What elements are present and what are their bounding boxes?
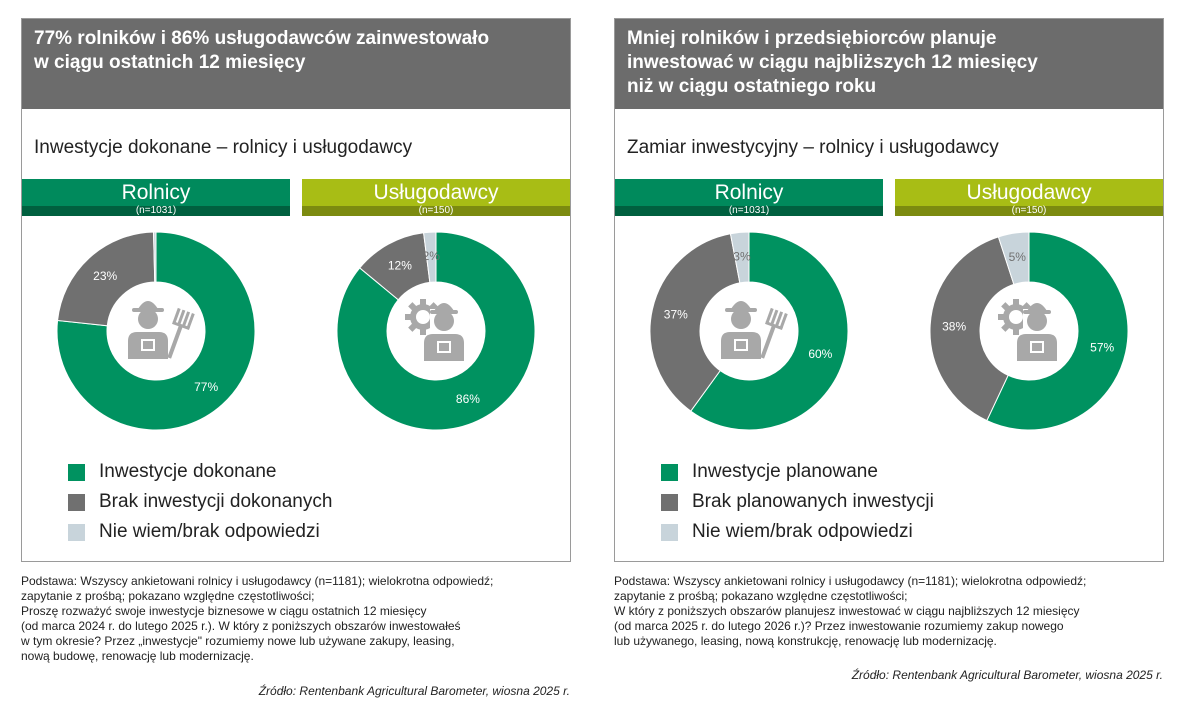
data-label-1: 23%	[93, 269, 117, 283]
legend-swatch-light	[661, 523, 678, 541]
header-line: Mniej rolników i przedsiębiorców planuje	[627, 28, 997, 49]
donut-slice-1	[929, 236, 1015, 422]
panel-header: Mniej rolników i przedsiębiorców planuje…	[615, 19, 1163, 109]
footnote-line: zapytanie z prośbą; pokazano względne cz…	[21, 589, 315, 603]
footnote-line: (od marca 2025 r. do lutego 2026 r.)? Pr…	[614, 619, 1064, 633]
group-label-farmers: Rolnicy (n=1031)	[615, 179, 883, 216]
footnote-line: nową budowę, renowację lub modernizację.	[21, 649, 254, 663]
group-sample-size: (n=150)	[895, 206, 1163, 216]
donut-chart-farmers-planned: 60% 37% 3%	[649, 231, 849, 431]
legend-item: Inwestycje dokonane	[68, 457, 332, 487]
group-label-service-providers: Usługodawcy (n=150)	[302, 179, 570, 216]
farmer-with-pitchfork-icon	[128, 301, 195, 359]
group-title: Rolnicy	[615, 179, 883, 206]
donut-chart-providers-planned: 57% 38% 5%	[929, 231, 1129, 431]
legend-swatch-light	[68, 523, 85, 541]
group-sample-size: (n=150)	[302, 206, 570, 216]
data-label-0: 60%	[808, 347, 832, 361]
legend-item: Brak inwestycji dokonanych	[68, 487, 332, 517]
footnote-line: w tym okresie? Przez „inwestycje" rozumi…	[21, 634, 455, 648]
panel-investments-made: 77% rolników i 86% usługodawców zainwest…	[21, 18, 571, 562]
data-label-2: 2%	[423, 249, 441, 263]
group-sample-size: (n=1031)	[615, 206, 883, 216]
header-line: w ciągu ostatnich 12 miesięcy	[34, 52, 306, 73]
donut-chart-providers-made: 86% 12% 2%	[336, 231, 536, 431]
donut-slice-2	[153, 231, 157, 283]
legend-label: Inwestycje dokonane	[99, 461, 277, 482]
legend-label: Brak inwestycji dokonanych	[99, 491, 333, 512]
data-label-2: 3%	[733, 249, 751, 263]
donut-slice-2	[729, 231, 750, 284]
legend-item: Nie wiem/brak odpowiedzi	[661, 517, 934, 547]
worker-with-gear-icon	[405, 299, 464, 361]
group-sample-size: (n=1031)	[22, 206, 290, 216]
data-label-1: 38%	[942, 319, 966, 333]
donut-slice-0	[336, 231, 536, 431]
legend-label: Inwestycje planowane	[692, 461, 878, 482]
group-label-farmers: Rolnicy (n=1031)	[22, 179, 290, 216]
header-line: 77% rolników i 86% usługodawców zainwest…	[34, 28, 490, 49]
legend-item: Nie wiem/brak odpowiedzi	[68, 517, 332, 547]
group-label-service-providers: Usługodawcy (n=150)	[895, 179, 1163, 216]
data-label-0: 86%	[456, 392, 480, 406]
legend-label: Nie wiem/brak odpowiedzi	[99, 521, 320, 542]
legend-item: Brak planowanych inwestycji	[661, 487, 934, 517]
legend-label: Nie wiem/brak odpowiedzi	[692, 521, 913, 542]
data-label-1: 37%	[664, 308, 688, 322]
panel-investment-intention: Mniej rolników i przedsiębiorców planuje…	[614, 18, 1164, 562]
donut-slice-0	[690, 231, 849, 431]
chart-legend: Inwestycje planowane Brak planowanych in…	[661, 457, 934, 547]
legend-swatch-gray	[661, 493, 678, 511]
footnote-right: Podstawa: Wszyscy ankietowani rolnicy i …	[614, 574, 1086, 649]
legend-swatch-gray	[68, 493, 85, 511]
group-title: Usługodawcy	[895, 179, 1163, 206]
legend-swatch-green	[68, 463, 85, 481]
donut-slice-0	[56, 231, 256, 431]
donut-chart-farmers-made: 77% 23%	[56, 231, 256, 431]
header-line: niż w ciągu ostatniego roku	[627, 76, 877, 97]
group-title: Usługodawcy	[302, 179, 570, 206]
footnote-line: lub używanego, leasing, nową konstrukcję…	[614, 634, 997, 648]
donut-slice-0	[986, 231, 1129, 431]
group-title: Rolnicy	[22, 179, 290, 206]
data-label-0: 77%	[194, 380, 218, 394]
footnote-line: W który z poniższych obszarów planujesz …	[614, 604, 1080, 618]
legend-swatch-green	[661, 463, 678, 481]
worker-with-gear-icon	[998, 299, 1057, 361]
donut-slice-1	[57, 231, 156, 327]
footnote-line: Proszę rozważyć swoje inwestycje bizneso…	[21, 604, 427, 618]
data-label-1: 12%	[388, 258, 412, 272]
legend-item: Inwestycje planowane	[661, 457, 934, 487]
chart-subtitle: Zamiar inwestycyjny – rolnicy i usługoda…	[627, 137, 999, 158]
data-label-0: 57%	[1090, 340, 1114, 354]
donut-slice-2	[423, 231, 437, 283]
donut-slice-1	[649, 233, 741, 412]
footnote-line: Podstawa: Wszyscy ankietowani rolnicy i …	[614, 574, 1087, 588]
source-note-right: Źródło: Rentenbank Agricultural Baromete…	[851, 668, 1163, 682]
donut-slice-2	[997, 231, 1030, 286]
chart-subtitle: Inwestycje dokonane – rolnicy i usługoda…	[34, 137, 413, 158]
legend-label: Brak planowanych inwestycji	[692, 491, 934, 512]
footnote-line: Podstawa: Wszyscy ankietowani rolnicy i …	[21, 574, 494, 588]
footnote-line: zapytanie z prośbą; pokazano względne cz…	[614, 589, 908, 603]
chart-legend: Inwestycje dokonane Brak inwestycji doko…	[68, 457, 332, 547]
panel-header: 77% rolników i 86% usługodawców zainwest…	[22, 19, 570, 109]
footnote-left: Podstawa: Wszyscy ankietowani rolnicy i …	[21, 574, 493, 664]
source-note-left: Źródło: Rentenbank Agricultural Baromete…	[258, 684, 570, 698]
farmer-with-pitchfork-icon	[721, 301, 788, 359]
header-line: inwestować w ciągu najbliższych 12 miesi…	[627, 52, 1038, 73]
footnote-line: (od marca 2024 r. do lutego 2025 r.). W …	[21, 619, 461, 633]
data-label-2: 5%	[1009, 250, 1027, 264]
